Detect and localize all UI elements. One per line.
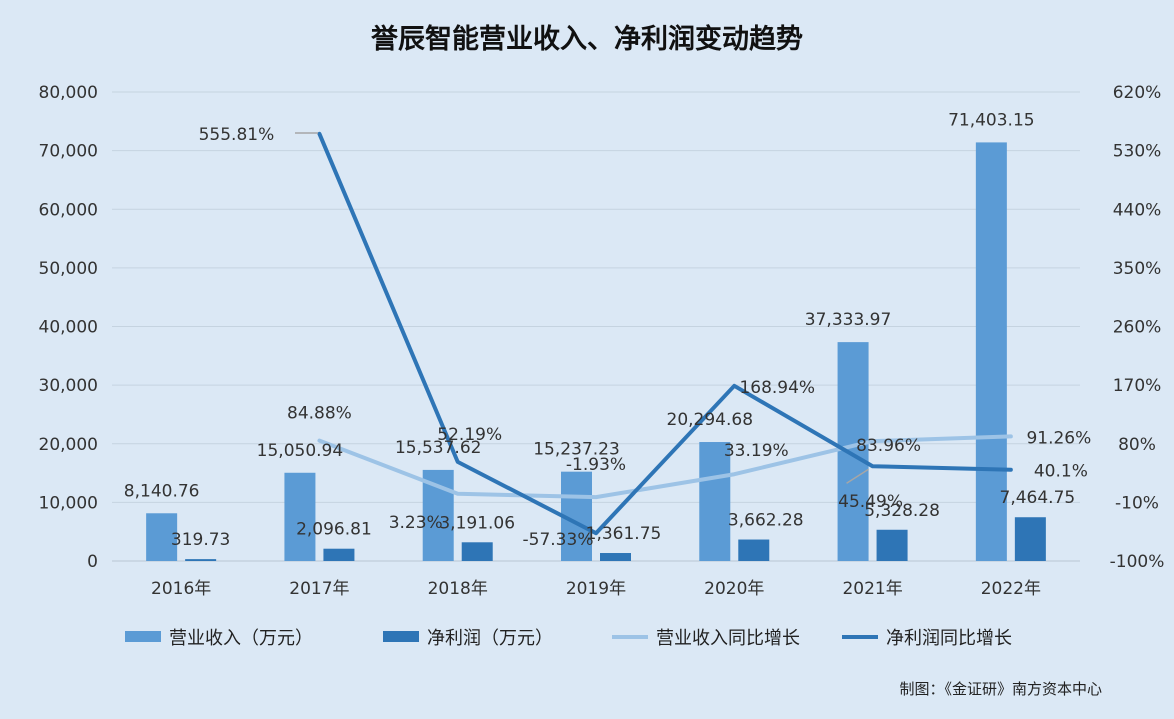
- right-tick-label: 260%: [1113, 318, 1162, 338]
- category-label: 2020年: [704, 579, 764, 599]
- right-tick-label: -10%: [1115, 493, 1159, 513]
- right-tick-label: 170%: [1113, 376, 1162, 396]
- category-label: 2019年: [566, 579, 626, 599]
- left-tick-label: 80,000: [39, 83, 98, 103]
- left-tick-label: 10,000: [39, 493, 98, 513]
- category-axis: 2016年 2017年 2018年 2019年 2020年 2021年 2022年: [151, 579, 1041, 599]
- revenue-bar: [837, 342, 869, 561]
- profit-data-label: 7,464.75: [1000, 488, 1076, 508]
- profit-bar: [1014, 517, 1046, 561]
- revenue-bar: [699, 442, 731, 561]
- left-tick-label: 0: [87, 552, 98, 572]
- revenue-growth-data-label: 84.88%: [287, 404, 352, 424]
- revenue-bar: [975, 142, 1007, 561]
- profit-data-label: 1,361.75: [586, 524, 662, 544]
- profit-growth-data-label: 52.19%: [437, 425, 502, 445]
- category-label: 2022年: [981, 579, 1041, 599]
- profit-growth-data-label: 168.94%: [739, 378, 815, 398]
- right-axis: -100% -10% 80% 170% 260% 350% 440% 530% 620%: [1110, 83, 1165, 572]
- profit-data-label: 3,662.28: [728, 511, 804, 531]
- revenue-bar: [284, 472, 316, 561]
- profit-growth-data-label: 45.49%: [838, 492, 903, 512]
- revenue-data-label: 15,050.94: [257, 441, 344, 461]
- legend: 营业收入（万元） 净利润（万元） 营业收入同比增长 净利润同比增长: [125, 628, 1012, 649]
- right-tick-label: 620%: [1113, 83, 1162, 103]
- revenue-data-label: 8,140.76: [124, 481, 200, 501]
- revenue-growth-line: [317, 434, 1013, 500]
- profit-bar: [185, 559, 217, 561]
- revenue-data-label: 37,333.97: [805, 310, 892, 330]
- profit-bar: [876, 529, 908, 561]
- left-tick-label: 50,000: [39, 259, 98, 279]
- bar-series: [146, 142, 1046, 561]
- left-tick-label: 70,000: [39, 142, 98, 162]
- category-label: 2021年: [842, 579, 902, 599]
- revenue-bar: [146, 513, 178, 561]
- legend-label: 营业收入（万元）: [169, 628, 313, 649]
- revenue-growth-data-label: 3.23%: [389, 513, 443, 533]
- category-label: 2016年: [151, 579, 211, 599]
- left-axis: 0 10,000 20,000 30,000 40,000 50,000 60,000 70,…: [39, 83, 98, 572]
- right-tick-label: 350%: [1113, 259, 1162, 279]
- profit-growth-line: [317, 131, 1013, 536]
- profit-bar: [323, 548, 355, 561]
- legend-label: 净利润（万元）: [427, 628, 553, 649]
- legend-swatch: [383, 631, 419, 642]
- category-label: 2017年: [289, 579, 349, 599]
- right-tick-label: 440%: [1113, 200, 1162, 220]
- profit-growth-data-label: 555.81%: [199, 125, 275, 145]
- profit-growth-data-label: -57.33%: [523, 530, 594, 550]
- revenue-data-label: 20,294.68: [667, 410, 754, 430]
- left-tick-label: 20,000: [39, 435, 98, 455]
- legend-label: 净利润同比增长: [886, 628, 1012, 649]
- left-tick-label: 40,000: [39, 318, 98, 338]
- right-tick-label: 530%: [1113, 142, 1162, 162]
- legend-swatch: [125, 631, 161, 642]
- revenue-data-label: 15,537.62: [395, 438, 482, 458]
- profit-bar: [461, 542, 493, 561]
- revenue-growth-data-label: 83.96%: [856, 436, 921, 456]
- leader-line: [846, 468, 869, 484]
- chart-title: 誉辰智能营业收入、净利润变动趋势: [371, 23, 803, 55]
- profit-data-label: 319.73: [171, 530, 230, 550]
- profit-data-label: 5,328.28: [864, 501, 940, 521]
- revenue-growth-data-label: 91.26%: [1026, 428, 1091, 448]
- revenue-growth-data-label: -1.93%: [566, 455, 626, 475]
- data-labels: 8,140.76 15,050.94 15,537.62 15,237.23 20,29…: [124, 110, 1091, 550]
- chart-credit: 制图：《金证研》南方资本中心: [899, 680, 1102, 698]
- profit-data-label: 3,191.06: [439, 513, 515, 533]
- revenue-growth-data-label: 33.19%: [724, 441, 789, 461]
- profit-bar: [600, 553, 631, 561]
- gridlines: [112, 91, 1080, 562]
- left-tick-label: 60,000: [39, 200, 98, 220]
- profit-data-label: 2,096.81: [296, 520, 372, 540]
- profit-bar: [738, 539, 770, 561]
- profit-growth-data-label: 40.1%: [1034, 462, 1088, 482]
- revenue-data-label: 71,403.15: [948, 110, 1035, 130]
- right-tick-label: -100%: [1110, 552, 1165, 572]
- left-tick-label: 30,000: [39, 376, 98, 396]
- category-label: 2018年: [428, 579, 488, 599]
- line-series: [317, 131, 1013, 536]
- revenue-data-label: 15,237.23: [533, 440, 620, 460]
- right-tick-label: 80%: [1118, 435, 1156, 455]
- legend-label: 营业收入同比增长: [656, 628, 800, 649]
